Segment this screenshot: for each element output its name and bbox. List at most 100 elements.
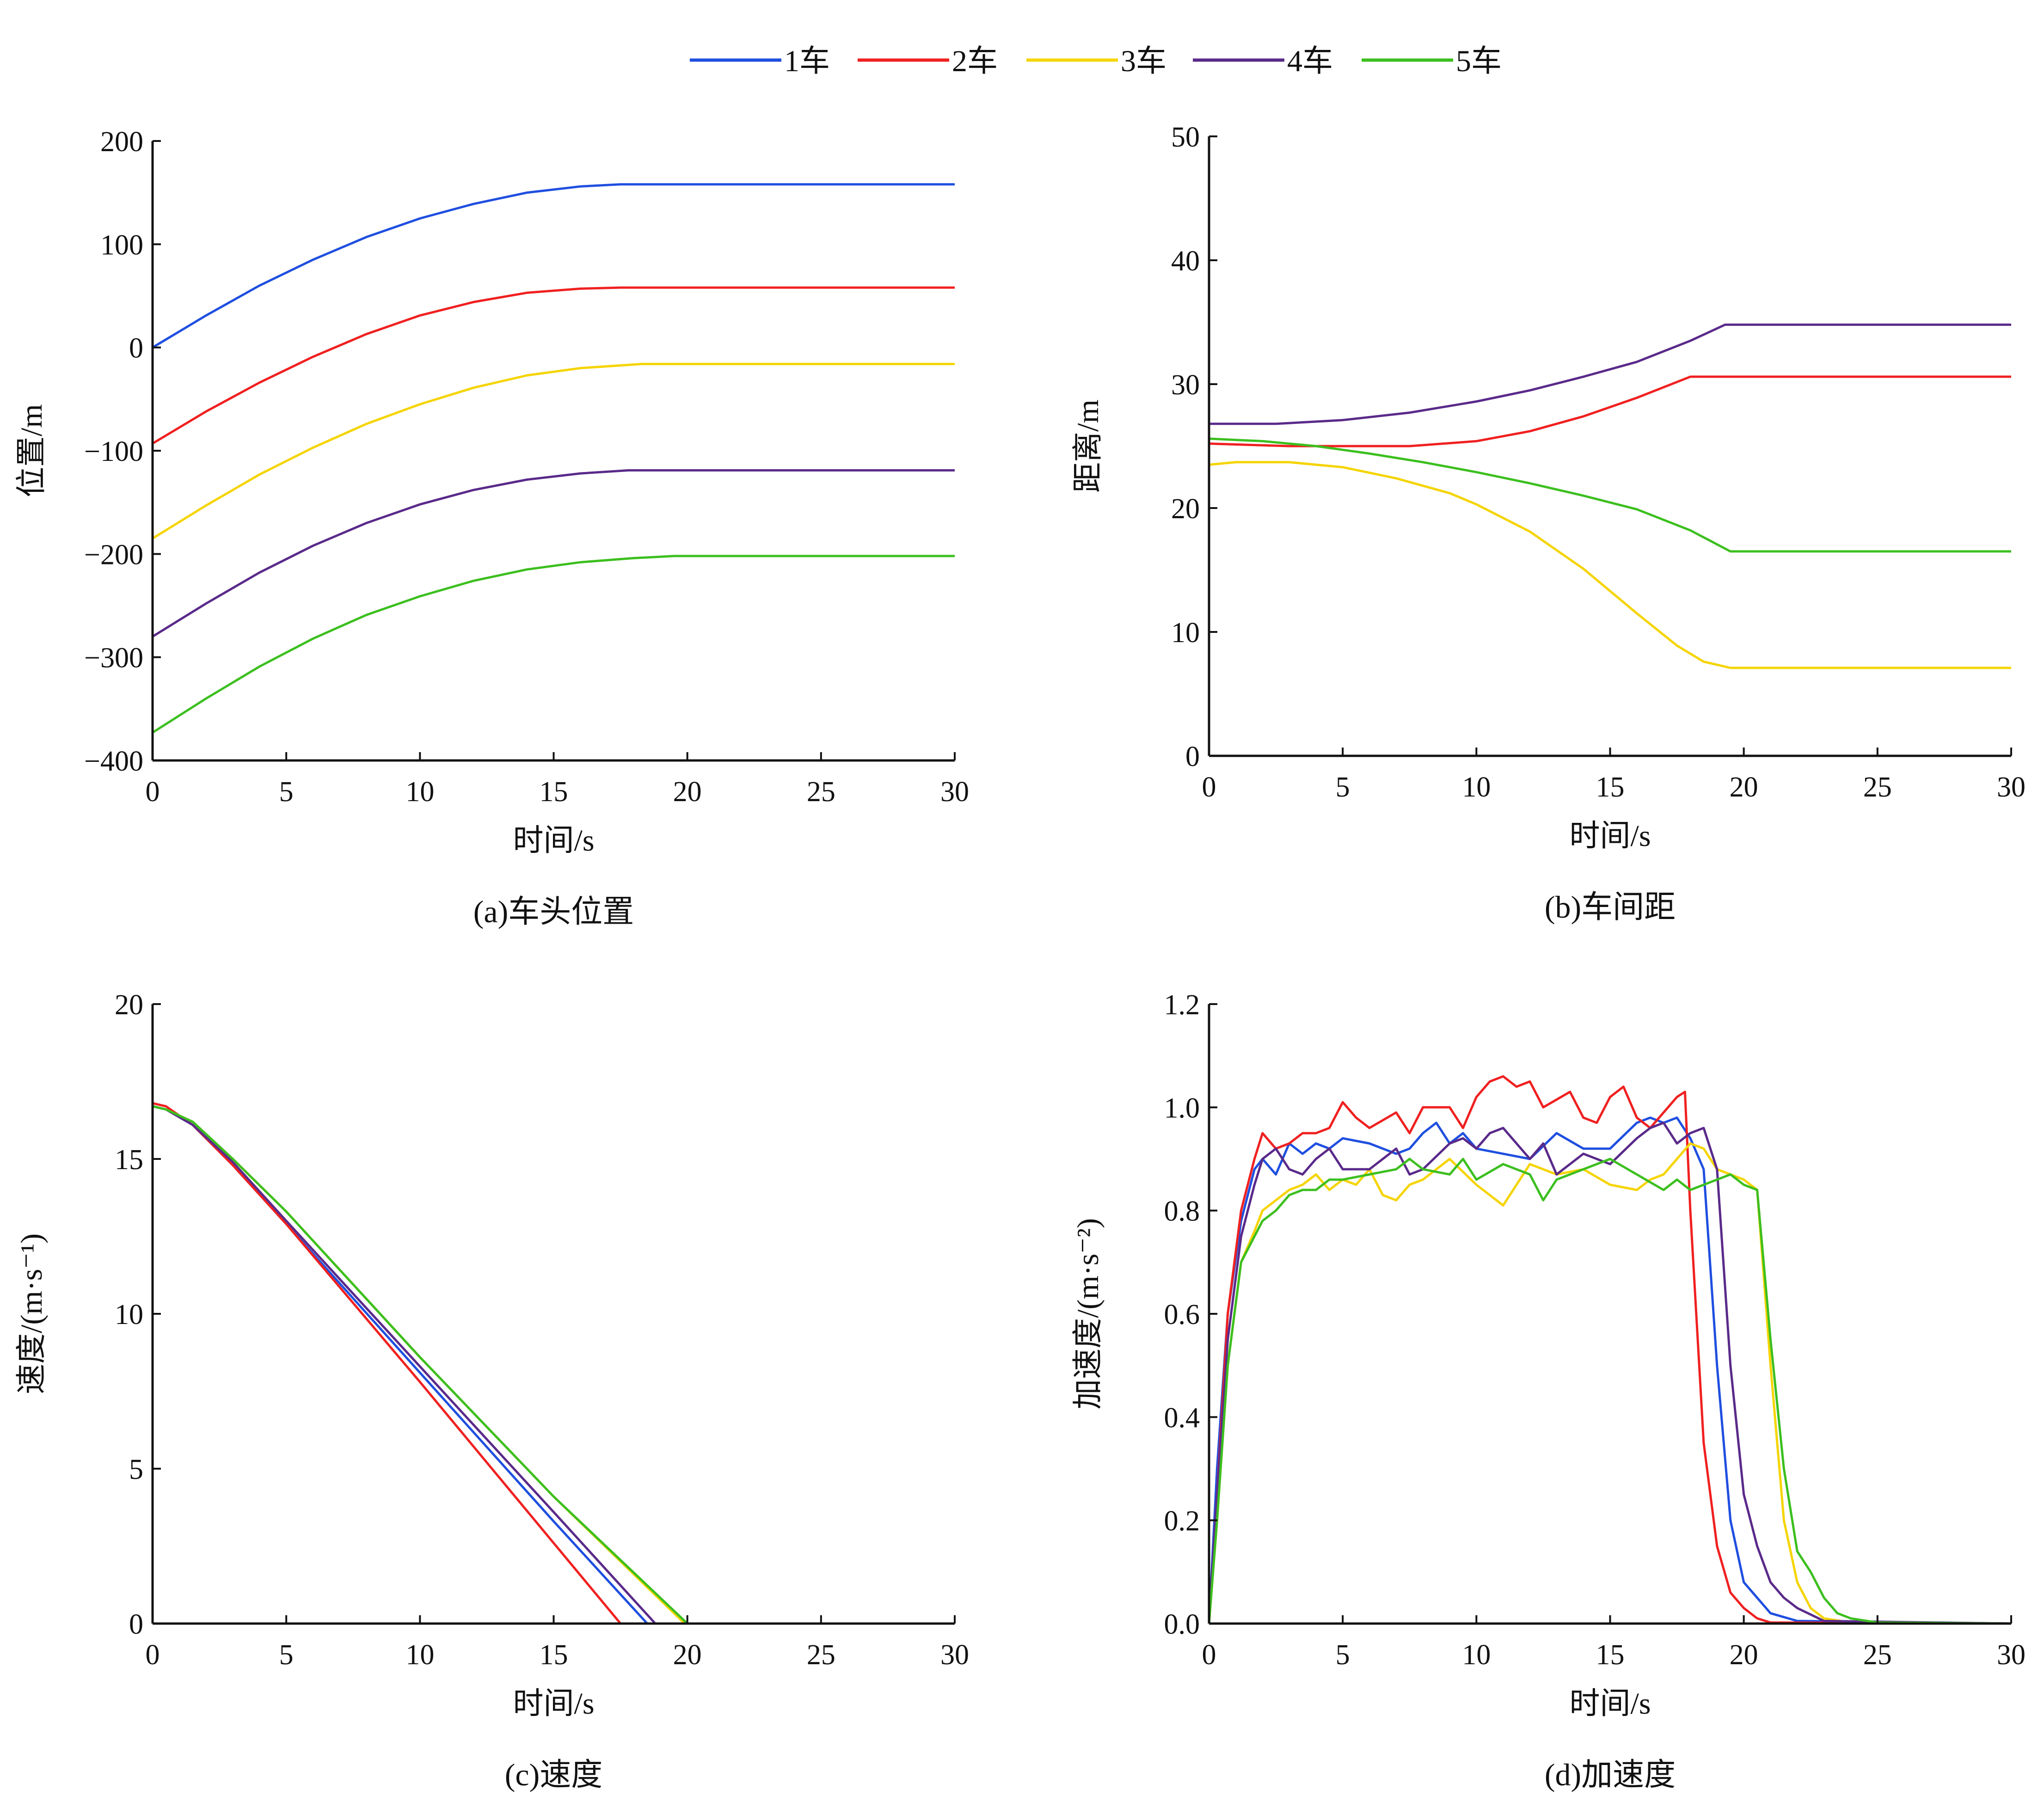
x-tick-label: 25 (807, 776, 835, 808)
x-tick-label: 10 (1462, 772, 1491, 803)
series-line-3 (152, 362, 955, 539)
y-tick-label: 0.8 (1164, 1196, 1200, 1227)
y-axis-title: 距离/m (1071, 399, 1105, 493)
x-tick-label: 0 (146, 776, 160, 808)
series-line-2 (1209, 375, 2011, 447)
panel-a-head-position: 0 5 10 15 20 25 30 −400 −300 −200 −100 0 100 200 时间/s 位… (15, 126, 969, 929)
x-tick-label: 0 (146, 1639, 160, 1671)
y-tick-label: 0.4 (1164, 1402, 1200, 1434)
legend-item-5: 5车 (1362, 44, 1502, 78)
x-tick-label: 15 (540, 776, 568, 808)
series-line-2 (152, 286, 955, 445)
panel-caption: (c)速度 (505, 1757, 602, 1792)
y-tick-label: −100 (84, 436, 143, 467)
series-line-5 (152, 1105, 955, 1625)
legend-label-5: 5车 (1456, 44, 1502, 78)
panel-caption: (b)车间距 (1545, 889, 1676, 925)
x-tick-label: 25 (1863, 1639, 1892, 1671)
series-line-3 (152, 1105, 955, 1625)
panel-d-acceleration: 0 5 10 15 20 25 30 0.0 0.2 0.4 0.6 0.8 1.0 1.2 时间/s 加速度… (1071, 989, 2026, 1792)
legend-item-2: 2车 (858, 44, 998, 78)
x-axis-title: 时间/s (1569, 1687, 1651, 1721)
legend-label-4: 4车 (1287, 44, 1333, 78)
series-line-5 (1209, 437, 2011, 553)
series-group (1209, 323, 2011, 757)
series-line-4 (152, 469, 955, 638)
y-axis-title: 加速度/(m·s⁻²) (1071, 1218, 1105, 1410)
legend-item-1: 1车 (690, 44, 830, 78)
y-tick-label: 1.0 (1164, 1092, 1200, 1124)
series-group (152, 183, 955, 734)
y-tick-label: 20 (1171, 493, 1200, 525)
series-line-5 (152, 555, 955, 734)
x-tick-label: 0 (1202, 772, 1216, 803)
x-tick-label: 15 (540, 1639, 568, 1671)
x-tick-label: 5 (279, 776, 294, 808)
x-tick-label: 30 (940, 776, 969, 808)
y-tick-label: 10 (115, 1299, 143, 1330)
x-tick-label: 25 (1863, 772, 1892, 803)
x-tick-label: 15 (1596, 1639, 1625, 1671)
x-tick-label: 5 (279, 1639, 294, 1671)
x-tick-label: 20 (673, 776, 702, 808)
y-tick-label: 0.0 (1164, 1609, 1200, 1640)
x-axis-title: 时间/s (1569, 819, 1651, 853)
x-tick-label: 30 (1997, 1639, 2026, 1671)
panel-caption: (a)车头位置 (473, 894, 634, 929)
x-tick-label: 30 (940, 1639, 969, 1671)
series-line-5 (1208, 1158, 2012, 1625)
y-tick-label: 15 (115, 1144, 143, 1176)
series-line-4 (152, 1105, 955, 1625)
x-tick-label: 10 (1462, 1639, 1491, 1671)
x-tick-label: 20 (1730, 772, 1758, 803)
panel-caption: (d)加速度 (1545, 1757, 1676, 1792)
legend-item-4: 4车 (1193, 44, 1333, 78)
y-tick-label: 0 (129, 333, 143, 364)
y-tick-label: 0 (1185, 741, 1200, 772)
y-tick-label: 5 (129, 1454, 143, 1485)
panel-b-spacing: 0 5 10 15 20 25 30 0 10 20 30 40 50 时间/s 距离/m (b)车间距 (1071, 122, 2026, 925)
y-tick-label: 30 (1171, 369, 1200, 401)
x-tick-label: 5 (1336, 772, 1350, 803)
x-axis-title: 时间/s (513, 824, 594, 858)
series-line-1 (152, 1105, 955, 1625)
series-line-4 (1208, 1122, 2012, 1625)
y-tick-label: 100 (100, 229, 143, 261)
x-tick-label: 5 (1336, 1639, 1350, 1671)
series-line-4 (1209, 323, 2011, 425)
x-tick-label: 10 (405, 776, 434, 808)
series-line-2 (1208, 1075, 2012, 1625)
y-tick-label: 1.2 (1164, 989, 1200, 1021)
series-line-2 (152, 1102, 955, 1625)
x-tick-label: 0 (1202, 1639, 1216, 1671)
y-tick-label: −400 (84, 746, 143, 777)
y-tick-label: −200 (84, 539, 143, 570)
x-tick-label: 20 (673, 1639, 702, 1671)
y-axis-title: 速度/(m·s⁻¹) (15, 1233, 49, 1394)
series-group (1208, 1075, 2012, 1625)
y-tick-label: 0 (129, 1609, 143, 1640)
panel-c-speed: 0 5 10 15 20 25 30 0 5 10 15 20 时间/s 速度/(m·s⁻¹) (c)速度 (15, 989, 969, 1792)
y-tick-label: 10 (1171, 617, 1200, 649)
x-tick-label: 25 (807, 1639, 835, 1671)
y-tick-label: 20 (115, 989, 143, 1021)
y-tick-label: 0.2 (1164, 1506, 1200, 1537)
y-axis-title: 位置/m (15, 404, 49, 497)
legend-label-1: 1车 (784, 44, 830, 78)
series-line-3 (1209, 461, 2011, 669)
legend-label-2: 2车 (952, 44, 998, 78)
y-tick-label: −300 (84, 643, 143, 674)
series-line-1 (1208, 1116, 2012, 1625)
x-tick-label: 20 (1730, 1639, 1758, 1671)
x-tick-label: 10 (405, 1639, 434, 1671)
y-tick-label: 200 (100, 126, 143, 158)
series-group (152, 1102, 955, 1625)
x-tick-label: 15 (1596, 772, 1625, 803)
x-tick-label: 30 (1997, 772, 2026, 803)
x-axis-title: 时间/s (513, 1687, 594, 1721)
series-line-3 (1208, 1142, 2012, 1625)
legend-item-3: 3车 (1026, 44, 1166, 78)
y-tick-label: 0.6 (1164, 1299, 1200, 1330)
series-line-1 (152, 183, 955, 349)
y-tick-label: 50 (1171, 122, 1200, 153)
